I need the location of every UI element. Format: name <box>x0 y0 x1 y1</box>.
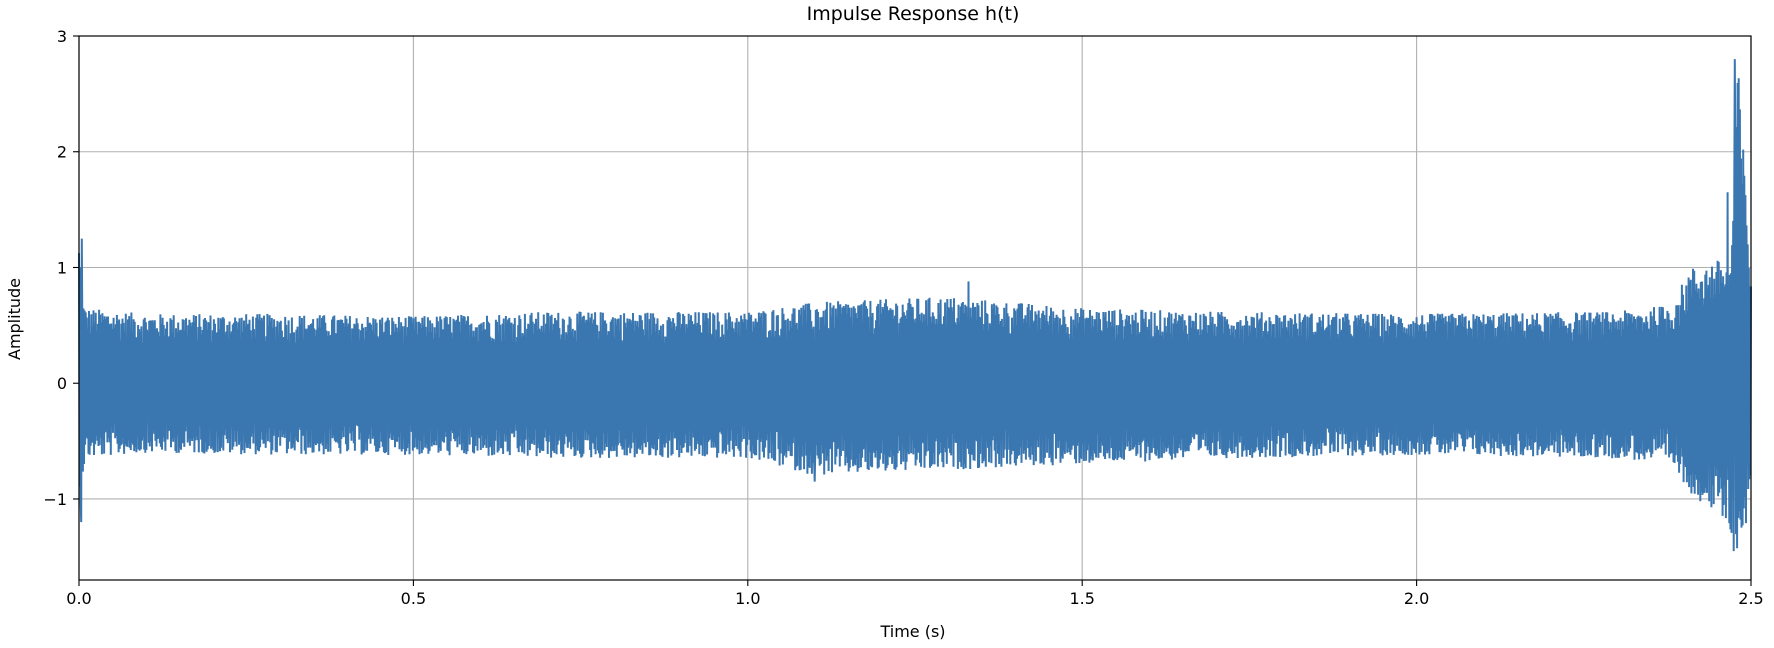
x-tick-label: 1.0 <box>735 589 760 608</box>
x-axis-ticks: 0.0 0.5 1.0 1.5 2.0 2.5 <box>66 580 1764 608</box>
y-axis-label: Amplitude <box>5 278 24 360</box>
x-tick-label: 0.0 <box>66 589 91 608</box>
x-tick-label: 2.0 <box>1404 589 1429 608</box>
x-tick-label: 0.5 <box>401 589 426 608</box>
y-tick-label: 1 <box>57 258 67 277</box>
impulse-response-series-line <box>78 59 1752 552</box>
series-layer <box>78 59 1752 552</box>
y-tick-label: 2 <box>57 143 67 162</box>
y-tick-label: −1 <box>43 490 67 509</box>
x-axis-label: Time (s) <box>879 622 945 641</box>
grid-lines <box>78 35 1752 580</box>
chart-title: Impulse Response h(t) <box>807 3 1020 25</box>
x-tick-label: 1.5 <box>1069 589 1094 608</box>
y-axis-ticks: −1 0 1 2 3 <box>43 27 79 509</box>
y-tick-label: 3 <box>57 27 67 46</box>
y-tick-label: 0 <box>57 374 67 393</box>
plot-frame <box>78 35 1752 581</box>
x-tick-label: 2.5 <box>1738 589 1763 608</box>
